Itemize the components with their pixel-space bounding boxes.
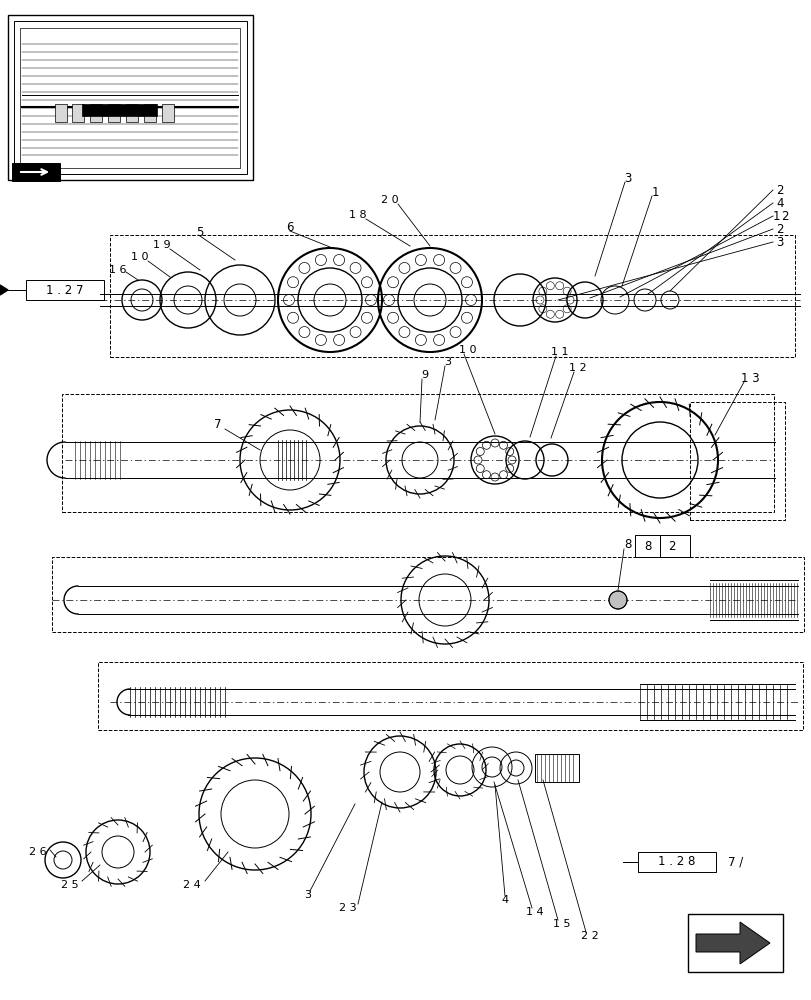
Text: 2 3: 2 3	[339, 903, 356, 913]
Text: 1: 1	[650, 186, 658, 199]
Text: 2: 2	[780, 210, 787, 223]
Text: 1 4: 1 4	[526, 907, 543, 917]
Circle shape	[608, 591, 626, 609]
Bar	[14, 21, 247, 174]
Text: 2 4: 2 4	[183, 880, 200, 890]
Text: 2 6: 2 6	[29, 847, 47, 857]
Text: 1 1: 1 1	[551, 347, 568, 357]
Text: 1 5: 1 5	[552, 919, 570, 929]
Text: 1 . 2 7: 1 . 2 7	[46, 284, 84, 296]
Bar	[82, 104, 157, 116]
Text: 8: 8	[624, 538, 631, 552]
Text: 2 2: 2 2	[581, 931, 599, 941]
Text: 1 8: 1 8	[349, 210, 367, 220]
Text: 2: 2	[775, 223, 783, 236]
Text: 1 0: 1 0	[131, 252, 148, 262]
Bar	[534, 754, 578, 782]
Text: 3: 3	[624, 172, 631, 185]
Bar	[144, 104, 156, 122]
Text: 9: 9	[421, 370, 428, 380]
Text: 3: 3	[304, 890, 311, 900]
Text: 2 0: 2 0	[380, 195, 398, 205]
Bar	[126, 104, 138, 122]
Text: 3: 3	[775, 235, 783, 248]
Text: 7 /: 7 /	[727, 855, 742, 868]
Text: 4: 4	[775, 197, 783, 210]
Text: 1 2: 1 2	[569, 363, 586, 373]
Bar	[72, 104, 84, 122]
Text: 2: 2	[667, 540, 675, 552]
Text: 7: 7	[214, 418, 221, 432]
Bar	[20, 28, 240, 168]
Text: 1: 1	[772, 210, 779, 223]
Bar	[62, 394, 773, 512]
Text: 4: 4	[501, 895, 508, 905]
Text: 6: 6	[286, 221, 294, 234]
Text: 1 9: 1 9	[153, 240, 170, 250]
Text: 1 0: 1 0	[459, 345, 476, 355]
Bar	[687, 914, 782, 972]
Text: 2 5: 2 5	[61, 880, 79, 890]
Bar	[109, 235, 794, 357]
Text: 1 3: 1 3	[740, 371, 758, 384]
Text: 1 . 2 8: 1 . 2 8	[658, 855, 695, 868]
Bar	[8, 15, 253, 180]
Bar	[26, 280, 104, 300]
Bar	[689, 402, 784, 520]
Bar	[98, 662, 802, 730]
Text: 5: 5	[196, 226, 204, 239]
Text: 3: 3	[444, 357, 451, 367]
Text: 1 6: 1 6	[109, 265, 127, 275]
Polygon shape	[695, 922, 769, 964]
Text: 8: 8	[643, 540, 651, 552]
Bar	[634, 535, 689, 557]
Bar	[162, 104, 174, 122]
Bar	[637, 852, 715, 872]
Bar	[90, 104, 102, 122]
Bar	[12, 163, 60, 181]
Bar	[55, 104, 67, 122]
Bar	[52, 557, 803, 632]
Polygon shape	[0, 285, 8, 295]
Bar	[108, 104, 120, 122]
Text: 2: 2	[775, 184, 783, 197]
